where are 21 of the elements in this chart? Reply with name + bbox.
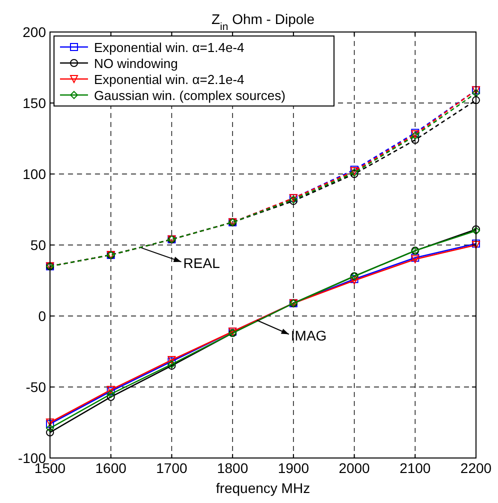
chart-title: Z$_{in}$ Ohm - Dipole (211, 11, 315, 33)
annotation: IMAG (290, 327, 327, 344)
x-tick-label: 2200 (460, 460, 492, 476)
y-tick-label: 100 (22, 166, 46, 182)
y-tick-label: 200 (22, 24, 46, 40)
legend-label: Exponential win. α=2.1e-4 (94, 72, 244, 87)
y-tick-label: 150 (22, 95, 46, 111)
y-tick-label: 0 (38, 308, 46, 324)
legend-label: Exponential win. α=1.4e-4 (94, 40, 244, 55)
annotation: REAL (183, 254, 220, 271)
x-tick-label: 2000 (338, 460, 370, 476)
x-tick-label: 1700 (156, 460, 188, 476)
x-tick-label: 1600 (95, 460, 127, 476)
legend-label: Gaussian win. (complex sources) (94, 88, 286, 103)
y-tick-label: 50 (30, 237, 46, 253)
x-tick-label: 1800 (216, 460, 248, 476)
y-tick-label: -50 (26, 379, 46, 395)
x-axis-title: frequency MHz (216, 480, 310, 496)
x-tick-label: 1900 (278, 460, 310, 476)
x-tick-label: 2100 (400, 460, 431, 476)
legend-label: NO windowing (94, 56, 178, 71)
